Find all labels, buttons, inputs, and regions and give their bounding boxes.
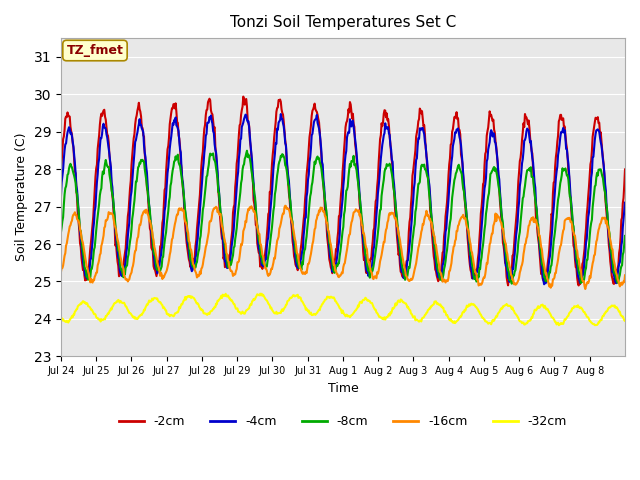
- -16cm: [582, 286, 589, 292]
- -32cm: [621, 318, 629, 324]
- -8cm: [243, 148, 251, 154]
- -32cm: [227, 298, 235, 303]
- Y-axis label: Soil Temperature (C): Soil Temperature (C): [15, 133, 28, 262]
- -4cm: [227, 252, 235, 257]
- Line: -2cm: -2cm: [61, 96, 625, 286]
- -2cm: [402, 265, 410, 271]
- -4cm: [621, 200, 629, 205]
- -8cm: [57, 230, 65, 236]
- -2cm: [227, 241, 235, 247]
- -4cm: [540, 281, 548, 287]
- -2cm: [57, 168, 65, 173]
- -32cm: [555, 323, 563, 328]
- -32cm: [124, 306, 131, 312]
- -8cm: [124, 263, 131, 268]
- -4cm: [402, 272, 410, 277]
- -8cm: [227, 262, 235, 268]
- -4cm: [434, 271, 442, 277]
- -16cm: [282, 203, 289, 209]
- -8cm: [621, 233, 629, 239]
- Line: -4cm: -4cm: [61, 114, 625, 284]
- -4cm: [255, 245, 262, 251]
- -16cm: [57, 270, 65, 276]
- -2cm: [575, 283, 582, 288]
- -2cm: [239, 94, 247, 99]
- -8cm: [434, 265, 442, 271]
- -4cm: [276, 117, 284, 123]
- -16cm: [124, 276, 131, 282]
- Line: -8cm: -8cm: [61, 151, 625, 284]
- Line: -32cm: -32cm: [61, 294, 625, 325]
- -2cm: [255, 251, 263, 257]
- -8cm: [255, 240, 263, 245]
- -2cm: [277, 99, 285, 105]
- Title: Tonzi Soil Temperatures Set C: Tonzi Soil Temperatures Set C: [230, 15, 456, 30]
- -4cm: [124, 244, 131, 250]
- -2cm: [124, 226, 131, 232]
- Line: -16cm: -16cm: [61, 206, 625, 289]
- -32cm: [57, 315, 65, 321]
- -8cm: [508, 281, 516, 287]
- -16cm: [227, 268, 235, 274]
- -16cm: [402, 273, 410, 278]
- -16cm: [621, 273, 629, 278]
- -2cm: [621, 167, 629, 172]
- -32cm: [257, 291, 264, 297]
- -4cm: [277, 111, 285, 117]
- -32cm: [255, 292, 262, 298]
- -16cm: [434, 253, 442, 259]
- -32cm: [277, 310, 285, 316]
- -16cm: [276, 224, 284, 229]
- Legend: -2cm, -4cm, -8cm, -16cm, -32cm: -2cm, -4cm, -8cm, -16cm, -32cm: [114, 410, 572, 433]
- -8cm: [277, 153, 285, 159]
- -2cm: [434, 276, 442, 281]
- -32cm: [434, 300, 442, 306]
- -32cm: [402, 300, 410, 306]
- -16cm: [255, 231, 262, 237]
- Text: TZ_fmet: TZ_fmet: [67, 44, 124, 57]
- X-axis label: Time: Time: [328, 382, 358, 395]
- -8cm: [402, 274, 410, 279]
- -4cm: [57, 195, 65, 201]
